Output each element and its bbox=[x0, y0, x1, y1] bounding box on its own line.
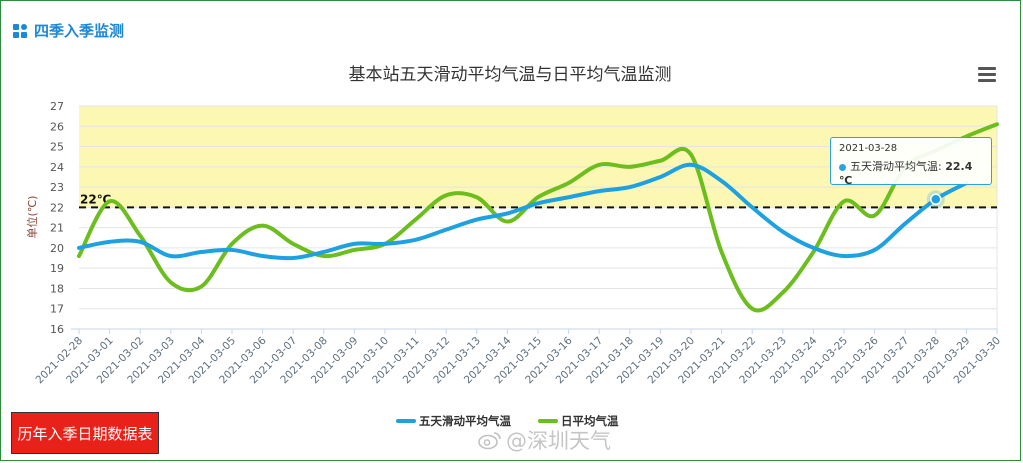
tooltip-dot-icon bbox=[839, 163, 846, 171]
tooltip-date: 2021-03-28 bbox=[839, 143, 898, 154]
hover-point bbox=[930, 193, 942, 206]
watermark: @深圳天气 bbox=[478, 425, 611, 455]
weibo-icon bbox=[478, 432, 501, 450]
y-axis-label: 单位(℃) bbox=[25, 196, 39, 239]
history-data-button[interactable]: 历年入季日期数据表 bbox=[11, 412, 159, 454]
legend-item-1[interactable]: 日平均气温 bbox=[538, 414, 619, 428]
section-header: 四季入季监测 bbox=[12, 20, 124, 41]
grid-icon bbox=[13, 23, 27, 38]
y-tick-label: 18 bbox=[50, 282, 64, 295]
chart-tooltip: 2021-03-28 五天滑动平均气温: 22.4 ℃ bbox=[830, 137, 992, 187]
y-tick-label: 17 bbox=[50, 303, 64, 316]
series-line-1 bbox=[77, 122, 999, 313]
threshold-label: 22℃ bbox=[80, 192, 111, 206]
tooltip-value: 22.4 ℃ bbox=[839, 160, 973, 187]
y-tick-label: 16 bbox=[50, 323, 64, 336]
y-tick-label: 20 bbox=[50, 242, 64, 255]
y-tick-label: 21 bbox=[50, 222, 64, 235]
chart-title: 基本站五天滑动平均气温与日平均气温监测 bbox=[349, 65, 672, 85]
legend-label: 日平均气温 bbox=[561, 414, 619, 428]
y-tick-label: 23 bbox=[50, 181, 64, 194]
y-tick-label: 26 bbox=[50, 120, 64, 133]
watermark-text: @深圳天气 bbox=[506, 429, 611, 453]
y-tick-label: 27 bbox=[50, 100, 64, 113]
tooltip-series: 五天滑动平均气温 bbox=[850, 160, 938, 173]
section-title: 四季入季监测 bbox=[34, 22, 125, 40]
y-tick-label: 19 bbox=[50, 262, 64, 275]
y-tick-label: 24 bbox=[50, 161, 64, 174]
legend-item-0[interactable]: 五天滑动平均气温 bbox=[396, 414, 511, 428]
y-tick-label: 22 bbox=[50, 201, 64, 214]
hamburger-menu-icon[interactable] bbox=[978, 67, 996, 83]
y-tick-label: 25 bbox=[50, 141, 64, 154]
legend-label: 五天滑动平均气温 bbox=[419, 414, 511, 428]
series-line-0 bbox=[77, 162, 969, 261]
